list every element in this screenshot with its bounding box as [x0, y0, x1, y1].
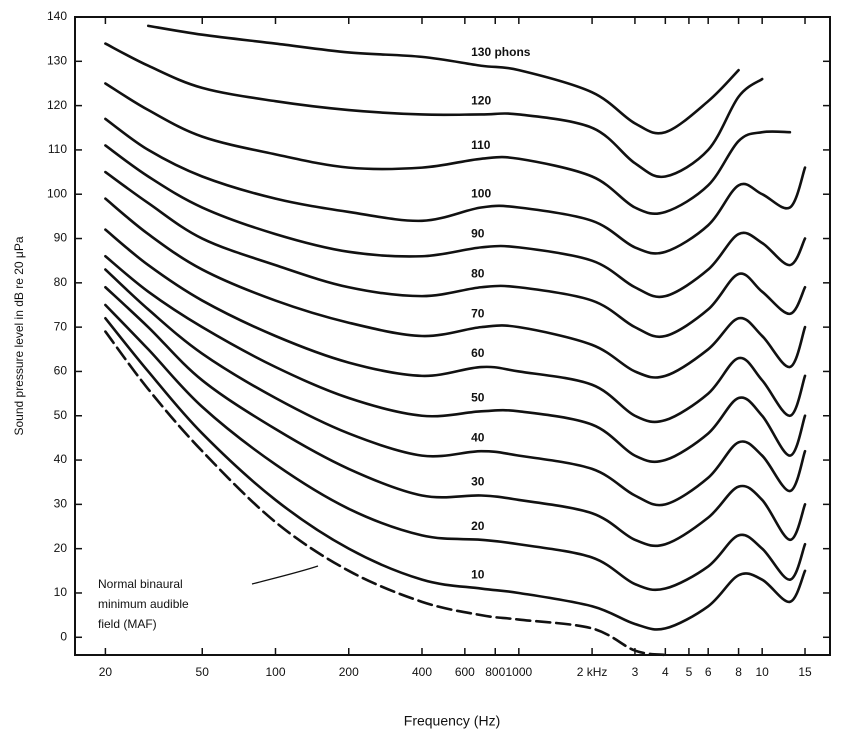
- curve-label: 30: [471, 475, 485, 489]
- plot-frame: [74, 16, 831, 656]
- x-tick-label: 2 kHz: [577, 665, 608, 679]
- x-tick-label: 1000: [505, 665, 532, 679]
- curve-label: 20: [471, 519, 485, 533]
- annotation-line: minimum audible: [98, 597, 189, 611]
- curve-label: 60: [471, 346, 485, 360]
- annotation-line: field (MAF): [98, 617, 157, 631]
- x-axis-label: Frequency (Hz): [404, 713, 500, 729]
- curve-label: 90: [471, 227, 485, 241]
- annotation-line: Normal binaural: [98, 577, 183, 591]
- y-tick-label: 10: [54, 585, 68, 599]
- curve-label: 130 phons: [471, 45, 531, 59]
- y-tick-label: 80: [54, 275, 68, 289]
- curve: [104, 42, 764, 179]
- curve: [146, 24, 740, 135]
- curve: [104, 197, 807, 379]
- y-tick-label: 40: [54, 452, 68, 466]
- x-tick-label: 100: [265, 665, 285, 679]
- curve: [104, 268, 807, 507]
- x-tick-label: 10: [755, 665, 769, 679]
- y-tick-label: 100: [47, 186, 67, 200]
- curve-label: 10: [471, 568, 485, 582]
- x-tick-label: 600: [455, 665, 475, 679]
- curve: [104, 170, 807, 339]
- x-tick-label: 15: [798, 665, 812, 679]
- y-tick-label: 30: [54, 497, 68, 511]
- x-tick-label: 50: [196, 665, 210, 679]
- curve-label: 40: [471, 430, 485, 444]
- curve: [104, 117, 807, 255]
- y-tick-label: 60: [54, 364, 68, 378]
- x-tick-label: 8: [735, 665, 742, 679]
- x-tick-label: 200: [339, 665, 359, 679]
- curve-label: 80: [471, 266, 485, 280]
- curve-label: 120: [471, 94, 491, 108]
- curve: [104, 82, 792, 216]
- y-tick-label: 120: [47, 98, 67, 112]
- y-tick-label: 130: [47, 53, 67, 67]
- x-tick-label: 20: [99, 665, 113, 679]
- curve: [104, 254, 807, 464]
- x-tick-label: 800: [485, 665, 505, 679]
- x-tick-label: 4: [662, 665, 669, 679]
- y-tick-label: 70: [54, 319, 68, 333]
- curve: [104, 285, 807, 548]
- y-axis-label: Sound pressure level in dB re 20 μPa: [12, 236, 26, 435]
- y-tick-label: 140: [47, 9, 67, 23]
- curve-label: 110: [471, 138, 491, 152]
- curve-label: 50: [471, 390, 485, 404]
- y-tick-label: 110: [48, 142, 67, 156]
- curve: [104, 330, 667, 657]
- x-tick-label: 400: [412, 665, 432, 679]
- curve: [104, 316, 807, 631]
- y-tick-label: 20: [54, 541, 68, 555]
- x-tick-label: 5: [686, 665, 693, 679]
- curve: [104, 228, 807, 424]
- y-tick-label: 0: [60, 629, 67, 643]
- annotation-leader: [251, 565, 319, 585]
- curve: [104, 303, 807, 592]
- curve-label: 100: [471, 187, 491, 201]
- curve-label: 70: [471, 306, 485, 320]
- y-tick-label: 50: [54, 408, 68, 422]
- x-tick-label: 3: [632, 665, 639, 679]
- x-tick-label: 6: [705, 665, 712, 679]
- y-tick-label: 90: [54, 231, 68, 245]
- curve: [104, 144, 807, 299]
